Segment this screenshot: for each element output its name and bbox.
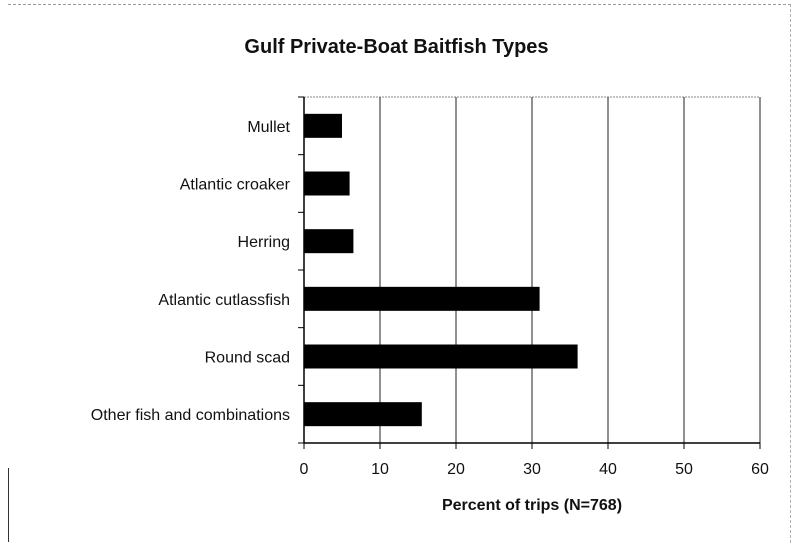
- category-label: Round scad: [205, 350, 290, 367]
- category-label: Other fish and combinations: [91, 407, 290, 424]
- bar: [304, 171, 350, 196]
- x-tick-label: 60: [751, 461, 769, 478]
- bar: [304, 286, 540, 311]
- category-label: Atlantic cutlassfish: [158, 292, 290, 309]
- frame-edge: [8, 468, 9, 542]
- bar: [304, 402, 422, 427]
- chart-title: Gulf Private-Boat Baitfish Types: [244, 36, 549, 58]
- bar: [304, 113, 342, 138]
- x-tick-label: 0: [300, 461, 309, 478]
- category-label: Atlantic croaker: [180, 177, 291, 194]
- bar: [304, 344, 578, 369]
- x-tick-label: 40: [599, 461, 617, 478]
- category-label: Mullet: [247, 119, 290, 136]
- x-tick-label: 10: [371, 461, 389, 478]
- bar: [304, 229, 354, 254]
- x-tick-label: 20: [447, 461, 465, 478]
- x-axis-label: Percent of trips (N=768): [441, 497, 623, 514]
- x-tick-label: 50: [675, 461, 693, 478]
- x-tick-label: 30: [523, 461, 541, 478]
- chart-frame: [8, 4, 791, 543]
- category-label: Herring: [238, 234, 290, 251]
